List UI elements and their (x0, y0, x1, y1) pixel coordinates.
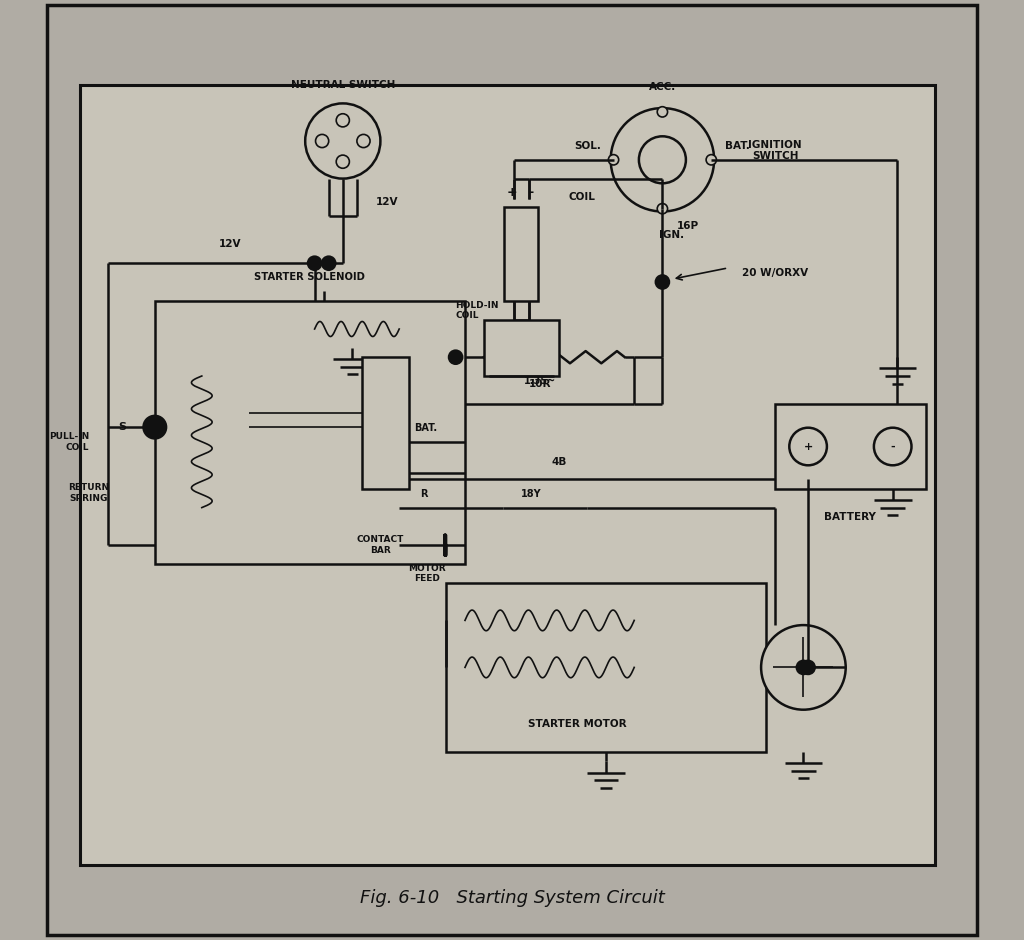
Bar (361, 357, 409, 489)
Text: Fig. 6-10   Starting System Circuit: Fig. 6-10 Starting System Circuit (359, 888, 665, 907)
Circle shape (315, 134, 329, 148)
Text: ACC.: ACC. (649, 83, 676, 92)
Circle shape (608, 155, 618, 165)
Text: COIL: COIL (568, 193, 595, 202)
Circle shape (421, 539, 434, 552)
Circle shape (790, 428, 827, 465)
Circle shape (639, 136, 686, 183)
Text: R: R (420, 489, 427, 498)
Circle shape (610, 108, 714, 212)
Text: RETURN
SPRING: RETURN SPRING (69, 483, 110, 503)
Circle shape (305, 103, 380, 179)
Text: NEUTRAL SWITCH: NEUTRAL SWITCH (291, 80, 395, 89)
Circle shape (657, 107, 668, 118)
Circle shape (336, 155, 349, 168)
Text: 10R: 10R (529, 379, 552, 388)
Text: MOTOR
FEED: MOTOR FEED (409, 564, 446, 583)
Circle shape (336, 114, 349, 127)
Circle shape (323, 257, 335, 270)
Text: CONTACT
BAR: CONTACT BAR (356, 536, 404, 555)
Circle shape (707, 155, 717, 165)
Text: BAT.: BAT. (414, 423, 437, 432)
Text: -: - (528, 186, 534, 199)
Text: 1.35~: 1.35~ (524, 376, 556, 385)
Circle shape (449, 351, 462, 364)
Text: 16P: 16P (677, 221, 698, 230)
Text: +: + (804, 442, 813, 451)
Bar (446, 583, 766, 752)
Text: SOL.: SOL. (573, 141, 601, 150)
Bar (483, 320, 559, 376)
Circle shape (143, 415, 166, 438)
Circle shape (655, 275, 669, 289)
Text: STARTER MOTOR: STARTER MOTOR (528, 719, 627, 728)
Text: 18Y: 18Y (520, 489, 541, 498)
Text: 4B: 4B (551, 458, 566, 467)
Text: 20 W/ORXV: 20 W/ORXV (742, 268, 808, 277)
Bar (155, 301, 465, 564)
Text: -: - (891, 442, 895, 451)
Text: PULL-IN
COIL: PULL-IN COIL (49, 432, 89, 451)
Text: S: S (118, 422, 126, 432)
Text: 12V: 12V (219, 240, 242, 249)
Bar (505, 207, 539, 301)
Circle shape (308, 257, 322, 270)
Text: IGN.: IGN. (659, 230, 684, 240)
Bar (775, 404, 926, 489)
Bar (80, 85, 935, 865)
Text: BATTERY: BATTERY (824, 512, 877, 522)
Circle shape (797, 661, 810, 674)
Text: BAT.: BAT. (725, 141, 750, 150)
Circle shape (657, 204, 668, 214)
Text: STARTER SOLENOID: STARTER SOLENOID (254, 273, 366, 282)
Circle shape (802, 661, 815, 674)
Text: IGNITION
SWITCH: IGNITION SWITCH (749, 140, 802, 161)
Circle shape (761, 625, 846, 710)
Text: +: + (507, 186, 517, 199)
Text: HOLD-IN
COIL: HOLD-IN COIL (456, 301, 499, 320)
Text: 12V: 12V (376, 197, 398, 207)
Circle shape (873, 428, 911, 465)
Circle shape (357, 134, 370, 148)
